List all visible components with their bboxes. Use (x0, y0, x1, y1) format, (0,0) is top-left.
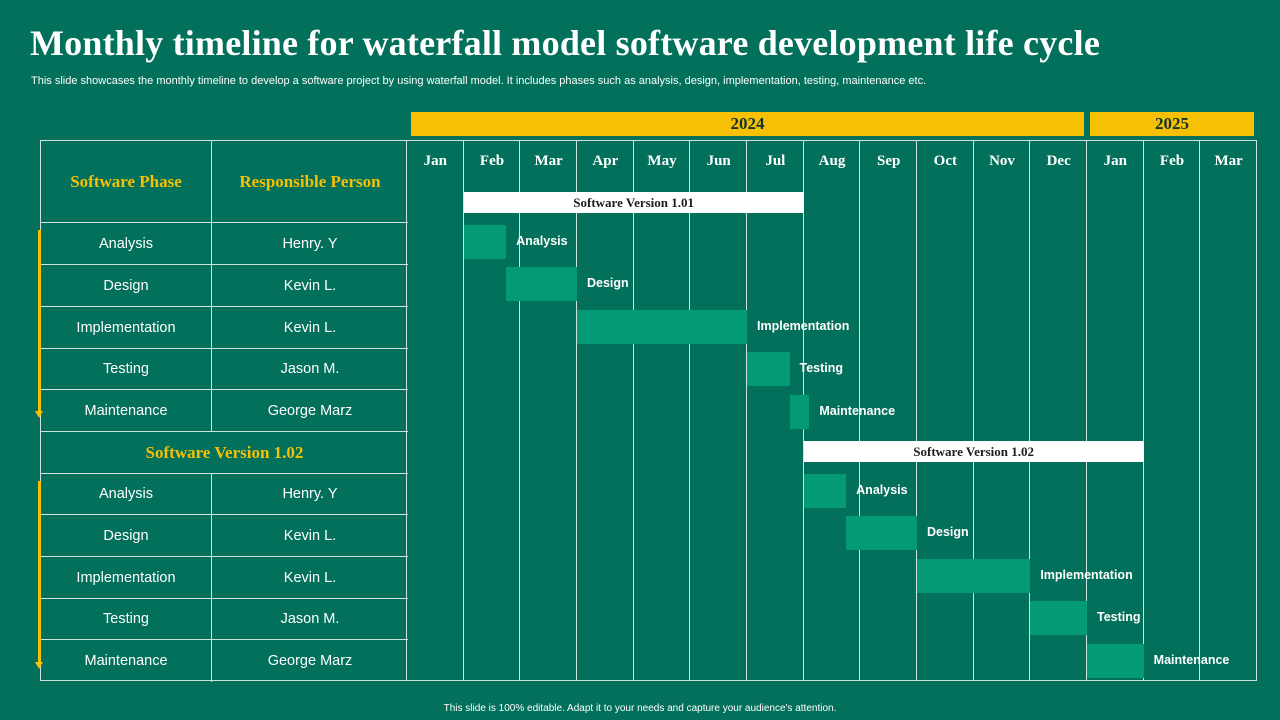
slide-title: Monthly timeline for waterfall model sof… (30, 23, 1100, 63)
month-column (917, 141, 974, 680)
task-label: Implementation (1040, 568, 1133, 582)
person-cell: George Marz (267, 402, 353, 419)
phase-cell: Design (41, 515, 212, 556)
task-label: Analysis (856, 483, 908, 497)
month-label: Jul (765, 153, 786, 169)
month-label: Sep (876, 153, 901, 169)
person-cell: Kevin L. (283, 569, 337, 586)
sequence-arrow-icon (35, 230, 43, 418)
person-cell: George Marz (267, 653, 353, 669)
month-label: Aug (818, 153, 846, 169)
year-2024-banner: 2024 (411, 112, 1084, 136)
person-cell: Jason M. (280, 361, 340, 377)
phase-cell: Analysis (41, 223, 212, 264)
month-column (690, 141, 747, 680)
task-bar (577, 310, 747, 344)
version-bar: Software Version 1.02 (803, 441, 1144, 462)
phase-cell: Maintenance (41, 390, 212, 431)
table-row: Analysis Henry. Y (41, 223, 408, 265)
person-cell: Kevin L. (283, 319, 337, 336)
task-bar (506, 267, 577, 301)
month-column (407, 141, 464, 680)
month-column (520, 141, 577, 680)
task-label: Maintenance (1153, 653, 1230, 667)
phase-cell: Analysis (41, 474, 212, 514)
task-label: Analysis (516, 234, 568, 248)
table-row: Analysis Henry. Y (41, 474, 408, 515)
month-column (974, 141, 1031, 680)
task-bar (1030, 601, 1087, 635)
table-row: Maintenance George Marz (41, 640, 408, 682)
month-column (1200, 141, 1257, 680)
task-bar (917, 559, 1031, 593)
version-row: Software Version 1.02 (41, 432, 408, 474)
table-row: Implementation Kevin L. (41, 307, 408, 349)
task-bar (789, 395, 810, 429)
month-column (1087, 141, 1144, 680)
phase-table: Software Phase Responsible Person Analysis… (40, 140, 408, 682)
task-label: Design (587, 276, 629, 290)
table-row: Testing Jason M. (41, 349, 408, 390)
month-column (804, 141, 861, 680)
month-label: May (647, 153, 677, 169)
task-bar (1087, 644, 1144, 678)
phase-cell: Testing (41, 349, 212, 389)
table-header-row: Software Phase Responsible Person (41, 141, 408, 223)
month-column (577, 141, 634, 680)
month-column (1030, 141, 1087, 680)
header-software-phase: Software Phase (41, 141, 212, 222)
month-label: Jan (1103, 153, 1127, 169)
phase-cell: Maintenance (41, 640, 212, 682)
month-label: Dec (1046, 153, 1071, 169)
month-label: Nov (989, 153, 1015, 169)
table-row: Testing Jason M. (41, 599, 408, 640)
task-label: Design (927, 525, 969, 539)
month-label: Jan (423, 153, 447, 169)
person-cell: Henry. Y (282, 235, 338, 252)
month-label: Apr (592, 153, 619, 169)
month-label: Oct (933, 153, 957, 169)
phase-cell: Implementation (41, 307, 212, 348)
month-column (1144, 141, 1201, 680)
month-column (464, 141, 521, 680)
person-cell: Henry. Y (282, 486, 338, 502)
software-version-102-label: Software Version 1.02 (145, 442, 304, 462)
task-label: Testing (1097, 610, 1141, 624)
month-label: Mar (1214, 153, 1243, 169)
table-row: Design Kevin L. (41, 265, 408, 307)
footer-note: This slide is 100% editable. Adapt it to… (443, 703, 837, 714)
month-label: Feb (1159, 153, 1185, 169)
month-column (634, 141, 691, 680)
task-label: Maintenance (819, 404, 896, 418)
header-responsible-person: Responsible Person (239, 171, 381, 191)
table-row: Design Kevin L. (41, 515, 408, 557)
year-2025-banner: 2025 (1090, 112, 1254, 136)
phase-cell: Implementation (41, 557, 212, 598)
phase-cell: Testing (41, 599, 212, 639)
person-cell: Kevin L. (283, 277, 337, 294)
table-row: Implementation Kevin L. (41, 557, 408, 599)
sequence-arrow-icon (35, 481, 43, 669)
table-row: Maintenance George Marz (41, 390, 408, 432)
timeline-grid: Jan Feb Mar Apr May Jun Jul Aug Sep Oct Nov Dec Jan F… (407, 140, 1257, 681)
task-label: Testing (799, 361, 844, 375)
month-column (860, 141, 917, 680)
person-cell: Kevin L. (283, 527, 337, 544)
version-bar: Software Version 1.01 (463, 192, 804, 213)
phase-cell: Design (41, 265, 212, 306)
month-label: Jun (706, 153, 731, 169)
task-bar (803, 474, 847, 508)
month-label: Mar (534, 153, 563, 169)
slide-subtitle: This slide showcases the monthly timelin… (31, 75, 927, 87)
task-label: Implementation (757, 319, 850, 333)
person-cell: Jason M. (280, 611, 340, 627)
task-bar (846, 516, 917, 550)
task-bar (747, 352, 790, 386)
month-label: Feb (479, 153, 505, 169)
task-bar (463, 225, 507, 259)
